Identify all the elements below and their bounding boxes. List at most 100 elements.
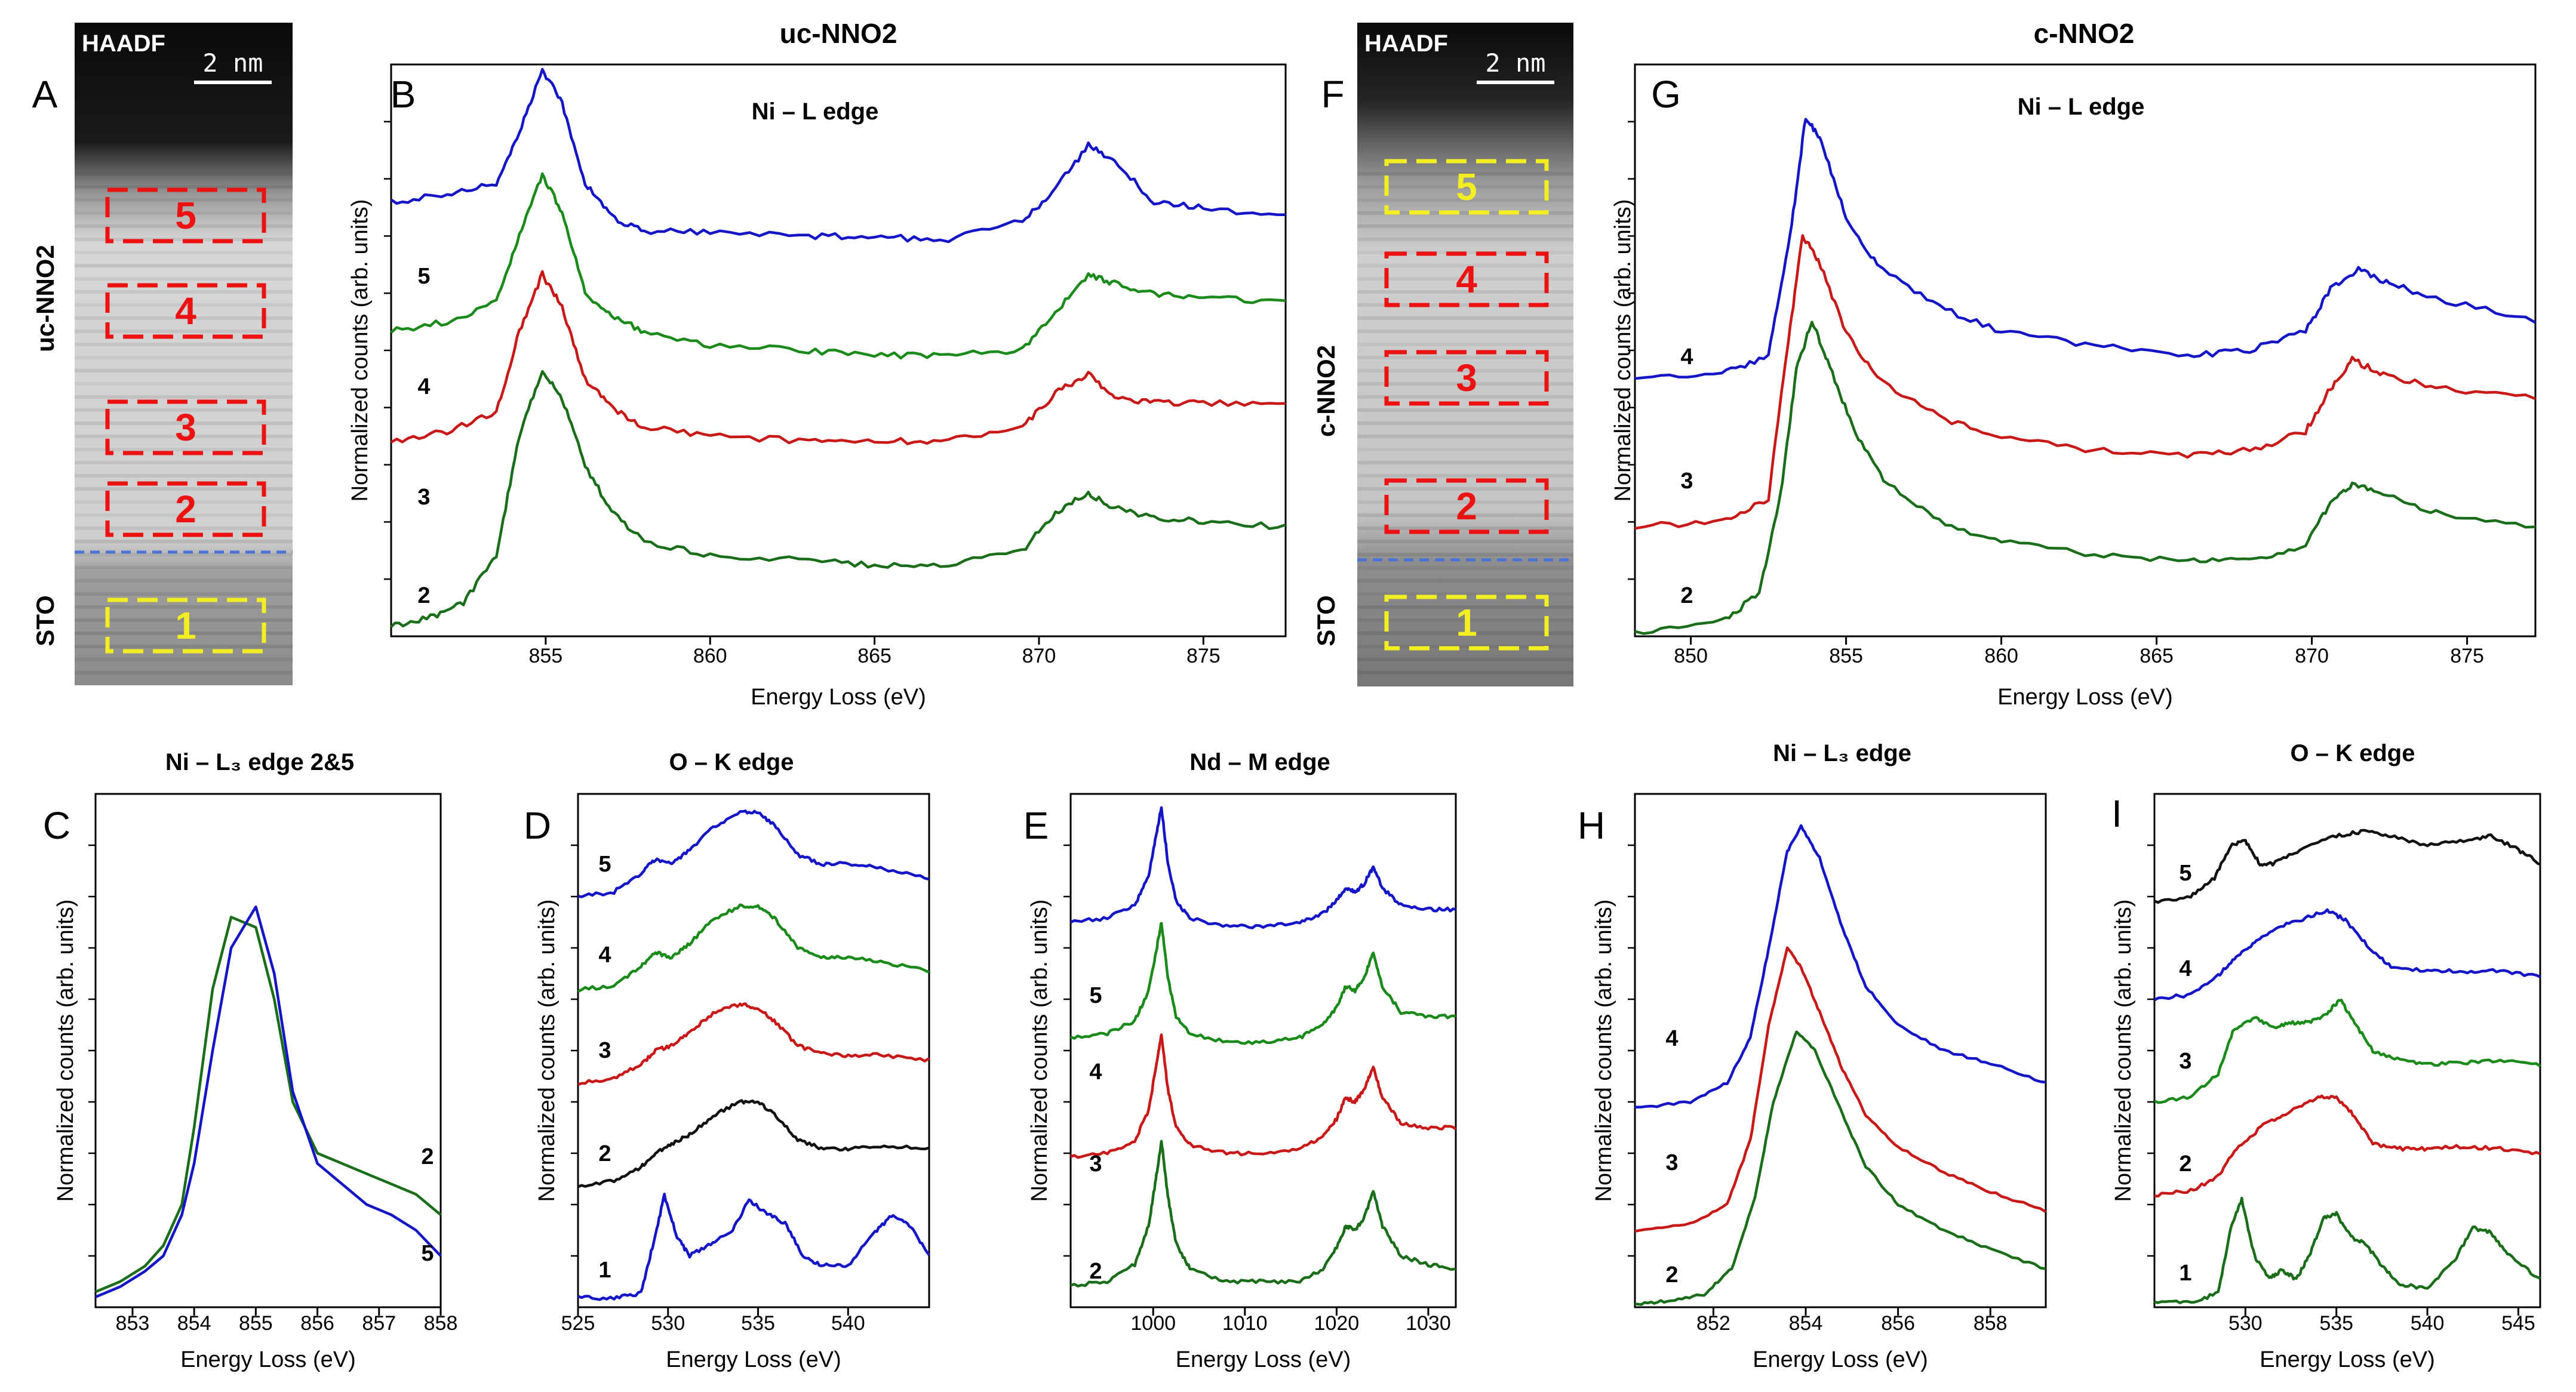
series-line-4 — [2153, 908, 2541, 1002]
curve-label: 4 — [1665, 1026, 1678, 1051]
image-texture — [1357, 382, 1573, 386]
image-texture — [1357, 592, 1573, 596]
x-tick-label: 530 — [651, 1312, 685, 1335]
image-texture — [1357, 526, 1573, 530]
image-texture — [1357, 277, 1573, 281]
image-texture — [1357, 461, 1573, 464]
x-tick-label: 856 — [300, 1312, 334, 1335]
image-texture — [1357, 211, 1573, 215]
image-texture — [75, 356, 293, 359]
image-texture — [75, 671, 293, 675]
x-tick-label: 858 — [424, 1312, 458, 1335]
curve-label: 2 — [1665, 1262, 1678, 1288]
series-line-3 — [1634, 234, 2536, 530]
series-line-3 — [1070, 1033, 1457, 1159]
x-tick-label: 853 — [116, 1312, 150, 1335]
curve-label: 1 — [2179, 1261, 2191, 1286]
series-line-2 — [2154, 1094, 2541, 1198]
image-texture — [75, 343, 293, 346]
y-axis-label: Normalized counts (arb. units) — [53, 900, 78, 1202]
image-texture — [1357, 435, 1573, 438]
image-texture — [1357, 671, 1573, 675]
roi-box-4 — [105, 283, 266, 339]
image-texture — [1357, 290, 1573, 294]
x-tick-label: 535 — [2319, 1312, 2353, 1335]
y-axis-label: Normalized counts (arb. units) — [348, 199, 373, 502]
image-texture — [1357, 487, 1573, 491]
roi-box-number: 2 — [175, 488, 196, 531]
panel-header: c-NNO2 — [2034, 18, 2135, 49]
image-texture — [75, 277, 293, 281]
image-texture — [75, 303, 293, 307]
side-label: STO — [1312, 595, 1340, 646]
plot-frame — [1069, 793, 1457, 1308]
series-line-5 — [2154, 829, 2541, 904]
image-texture — [75, 329, 293, 333]
curve-label: 3 — [1680, 469, 1693, 494]
panel-label: I — [2111, 792, 2122, 835]
x-tick-label: 865 — [2140, 645, 2174, 667]
x-tick-label: 540 — [2411, 1312, 2445, 1335]
image-texture — [1357, 448, 1573, 451]
x-tick-label: 1000 — [1130, 1312, 1176, 1335]
series-line-3 — [2154, 999, 2541, 1104]
image-texture — [75, 421, 293, 425]
x-tick-label: 530 — [2228, 1312, 2263, 1335]
image-texture — [75, 540, 293, 543]
x-tick-label: 870 — [2295, 645, 2329, 667]
curve-label: 4 — [598, 943, 611, 968]
image-texture — [75, 435, 293, 438]
curve-label: 5 — [421, 1241, 434, 1266]
image-texture — [1357, 369, 1573, 372]
stem-image-panel-a: HAADF 2 nm 5 4 3 2 1 uc-NNO2 STO A — [31, 23, 293, 685]
x-tick-label: 860 — [693, 645, 727, 667]
image-texture — [75, 618, 293, 622]
series-line-2 — [390, 370, 1286, 628]
y-axis-label: Normalized counts (arb. units) — [1610, 199, 1636, 502]
image-texture — [1357, 566, 1573, 569]
plot-panel-d: 525 530 535 540 5 4 3 2 1 O – K edge Energy Loss (… — [524, 749, 930, 1372]
panel-label: D — [524, 804, 551, 847]
plot-title: Ni – L₃ edge — [1773, 740, 1911, 766]
x-tick-label: 870 — [1022, 645, 1056, 667]
roi-box-3 — [105, 399, 266, 455]
image-texture — [75, 500, 293, 504]
plot-panel-h: 852 854 856 858 4 3 2 Ni – L₃ edge Energy Loss (… — [1578, 740, 2047, 1372]
scale-bar-label: 2 nm — [1485, 48, 1545, 78]
plot-title: O – K edge — [669, 749, 794, 775]
series-line-2 — [577, 1099, 930, 1188]
image-texture — [1357, 553, 1573, 556]
plot-title: Nd – M edge — [1189, 749, 1330, 775]
image-texture — [1357, 356, 1573, 359]
image-texture — [75, 448, 293, 451]
side-label: c-NNO2 — [1312, 345, 1340, 437]
image-texture — [75, 211, 293, 215]
curve-label: 3 — [1089, 1151, 1102, 1177]
curve-label: 3 — [1665, 1150, 1678, 1175]
curve-label: 5 — [2179, 861, 2191, 886]
panel-label: E — [1023, 804, 1049, 847]
roi-box-number: 3 — [1456, 356, 1477, 399]
roi-box-number: 3 — [175, 406, 196, 449]
image-texture — [1357, 500, 1573, 504]
curve-label: 2 — [421, 1144, 434, 1169]
series-line-5 — [1069, 806, 1456, 929]
image-texture — [75, 658, 293, 661]
x-axis-label: Energy Loss (eV) — [2260, 1347, 2435, 1372]
side-label: uc-NNO2 — [31, 245, 59, 352]
image-texture — [1357, 474, 1573, 478]
series-line-2 — [1634, 321, 2536, 635]
image-texture — [1357, 632, 1573, 635]
image-texture — [1357, 343, 1573, 346]
image-texture — [75, 474, 293, 478]
image-texture — [75, 645, 293, 648]
stem-image — [1357, 23, 1573, 686]
image-texture — [75, 513, 293, 517]
series-line-3 — [390, 270, 1286, 445]
series-line-4 — [1635, 824, 2046, 1109]
image-texture — [75, 592, 293, 596]
plot-panel-g: 850 855 860 865 870 875 4 3 2 Ni – L edge Energy L… — [1610, 18, 2537, 710]
x-tick-label: 535 — [741, 1312, 775, 1335]
image-texture — [75, 264, 293, 267]
